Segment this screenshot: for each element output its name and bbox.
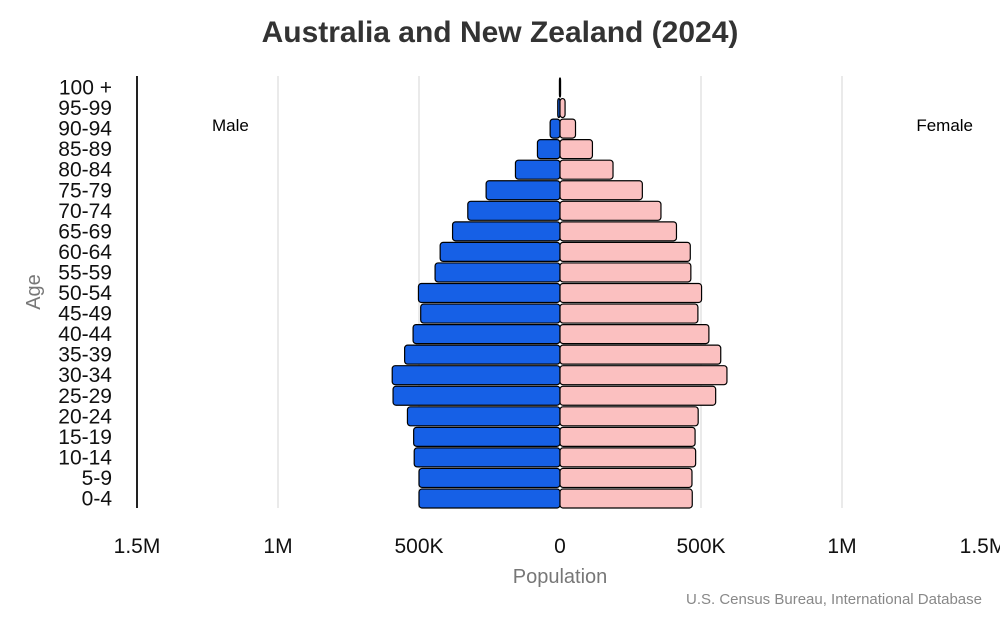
y-tick-label: 85-89 xyxy=(58,138,112,161)
bars-layer xyxy=(391,77,728,509)
y-tick-labels: 100 +95-9990-9485-8980-8475-7970-7465-69… xyxy=(58,77,112,511)
y-tick-label: 70-74 xyxy=(58,200,112,223)
y-tick-label: 5-9 xyxy=(82,467,112,490)
bar-male xyxy=(514,159,561,180)
bar-female xyxy=(559,180,643,201)
y-tick-label: 95-99 xyxy=(58,97,112,120)
source-credit: U.S. Census Bureau, International Databa… xyxy=(686,591,982,608)
y-tick-label: 90-94 xyxy=(58,118,112,141)
x-tick-label: 500K xyxy=(676,535,725,558)
bar-female xyxy=(559,344,722,365)
bar-female xyxy=(559,324,710,345)
y-tick-label: 20-24 xyxy=(58,405,112,428)
y-tick-label: 65-69 xyxy=(58,220,112,243)
bar-male xyxy=(418,467,561,489)
y-tick-label: 50-54 xyxy=(58,282,112,305)
bar-female xyxy=(559,139,594,160)
bar-female xyxy=(559,447,697,468)
bar-male xyxy=(549,118,561,139)
y-tick-label: 60-64 xyxy=(58,241,112,264)
bar-male xyxy=(392,385,561,406)
bar-female xyxy=(559,200,662,221)
bar-female xyxy=(559,365,728,386)
bar-female xyxy=(559,77,562,98)
bar-female xyxy=(559,385,717,406)
bar-female xyxy=(559,426,696,447)
bar-male xyxy=(404,344,561,365)
x-tick-label: 1M xyxy=(827,535,856,558)
y-tick-label: 10-14 xyxy=(58,446,112,469)
bar-male xyxy=(485,180,561,201)
bar-male xyxy=(536,139,561,160)
bar-male xyxy=(434,262,561,283)
bar-female xyxy=(559,159,614,180)
bar-male xyxy=(391,365,561,386)
x-tick-labels: 1.5M 1M 500K 0 500K 1M 1.5M xyxy=(114,535,1000,558)
x-tick-label: 500K xyxy=(394,535,443,558)
y-axis-title: Age xyxy=(23,274,45,310)
y-tick-label: 80-84 xyxy=(58,159,112,182)
bar-female xyxy=(559,262,692,283)
y-tick-label: 75-79 xyxy=(58,179,112,202)
y-tick-label: 35-39 xyxy=(58,344,112,367)
y-tick-label: 25-29 xyxy=(58,385,112,408)
bar-male xyxy=(418,488,561,509)
y-tick-label: 30-34 xyxy=(58,364,112,387)
bar-female xyxy=(559,221,678,242)
legend-female-label: Female xyxy=(916,116,973,135)
y-tick-label: 15-19 xyxy=(58,426,112,449)
bar-male xyxy=(467,200,561,221)
bar-female xyxy=(559,282,703,304)
x-tick-label: 0 xyxy=(554,535,566,558)
x-tick-label: 1.5M xyxy=(960,535,1000,558)
bar-female xyxy=(559,97,566,119)
bar-male xyxy=(439,241,561,262)
bar-female xyxy=(559,303,699,324)
bar-female xyxy=(559,241,691,262)
legend-male-label: Male xyxy=(212,116,249,135)
x-tick-label: 1.5M xyxy=(114,535,161,558)
y-tick-label: 55-59 xyxy=(58,261,112,284)
bar-female xyxy=(559,406,699,427)
bar-male xyxy=(412,324,561,345)
bar-female xyxy=(559,118,577,139)
y-tick-label: 100 + xyxy=(59,77,112,100)
bar-male xyxy=(406,406,561,427)
bar-female xyxy=(559,488,693,509)
bar-male xyxy=(451,221,561,242)
y-tick-label: 0-4 xyxy=(82,488,113,511)
bar-male xyxy=(420,303,561,324)
bar-female xyxy=(559,467,693,489)
chart-title: Australia and New Zealand (2024) xyxy=(262,16,739,49)
bar-male xyxy=(413,447,561,468)
x-tick-label: 1M xyxy=(263,535,292,558)
x-axis-title: Population xyxy=(513,566,608,588)
bar-male xyxy=(413,426,561,447)
y-tick-label: 45-49 xyxy=(58,303,112,326)
bar-male xyxy=(417,282,561,304)
y-tick-label: 40-44 xyxy=(58,323,112,346)
